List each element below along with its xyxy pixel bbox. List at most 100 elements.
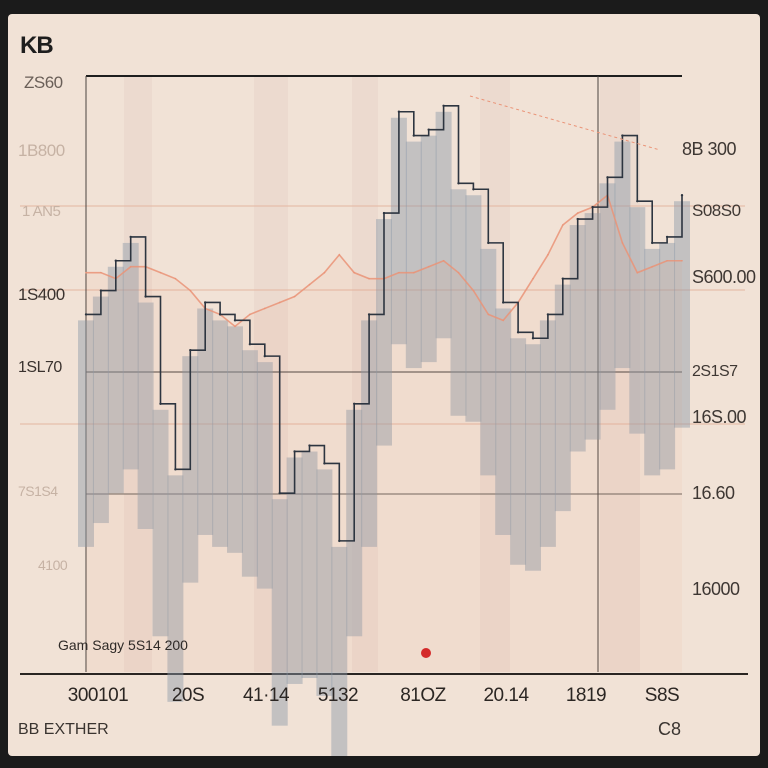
price-shade-column — [92, 296, 109, 524]
background-bands — [124, 76, 640, 672]
ema-point — [249, 313, 251, 316]
price-shade-column — [420, 135, 437, 363]
price-shade-column — [316, 469, 333, 696]
ema-point — [636, 271, 639, 274]
price-point — [606, 176, 609, 179]
ema-point — [562, 224, 564, 226]
y-left-tick: 1B800 — [18, 141, 65, 160]
ema-point — [442, 259, 445, 262]
price-shade-column — [301, 451, 318, 678]
price-point — [502, 301, 505, 304]
price-shade-column — [286, 457, 303, 684]
price-point — [84, 313, 88, 316]
ema-point — [368, 277, 370, 280]
price-point — [636, 199, 639, 203]
price-point — [248, 343, 252, 346]
ema-point — [457, 271, 460, 274]
price-chart — [20, 75, 748, 756]
annotation-text: Gam Sagy 5S14 200 — [58, 637, 188, 653]
price-point — [308, 444, 311, 447]
ema-point — [502, 319, 505, 322]
y-left-tick: 1S400 — [18, 285, 65, 304]
price-point — [144, 295, 147, 298]
background-band — [254, 76, 288, 672]
price-point — [621, 134, 624, 137]
trend-line — [469, 95, 661, 151]
ema-point — [398, 271, 400, 274]
price-shade-column — [197, 308, 214, 535]
ema-point — [278, 301, 281, 304]
ema-point — [621, 242, 624, 244]
price-shade-column — [554, 284, 571, 512]
price-point — [99, 289, 103, 292]
price-point — [338, 539, 341, 543]
ema-area — [86, 195, 682, 672]
price-shade-column — [78, 320, 94, 547]
ema-point — [427, 265, 430, 268]
price-point — [159, 402, 162, 405]
x-tick: 20.14 — [483, 685, 529, 706]
footer-right-label: C8 — [658, 719, 682, 739]
price-shade-column — [510, 338, 527, 565]
price-shade-column — [405, 141, 422, 369]
ema-point — [129, 265, 132, 268]
x-tick: 1819 — [565, 685, 607, 706]
price-point — [233, 319, 237, 322]
price-shade-column — [212, 320, 229, 547]
price-point — [680, 194, 684, 197]
price-shade-column — [525, 344, 541, 571]
chart-card: KB ZS60 1B800 1 AN5 1S400 1SL70 7S1S4 41… — [8, 14, 760, 756]
price-shade-column — [644, 248, 661, 476]
price-shade-column — [659, 242, 676, 470]
y-right-tick: 16S.00 — [692, 407, 747, 427]
price-shade-column — [152, 409, 169, 637]
ema-point — [308, 283, 311, 286]
ema-point — [264, 307, 266, 310]
price-shade-column — [450, 189, 467, 416]
x-tick: 5132 — [317, 685, 359, 706]
ema-point — [353, 271, 356, 274]
ema-point — [532, 277, 534, 280]
price-point — [472, 188, 475, 191]
y-left-tick: 4100 — [38, 557, 68, 573]
y-right-tick: 8B 300 — [682, 139, 737, 159]
background-band — [480, 76, 510, 672]
price-point — [353, 402, 356, 405]
ema-point — [681, 259, 683, 262]
ema-point — [547, 254, 549, 256]
price-point — [531, 337, 535, 340]
price-shade-column — [674, 201, 690, 428]
footer-left-label: BB EXTHER — [18, 721, 109, 738]
price-point — [397, 110, 401, 113]
y-right-tick: S08S0 — [692, 201, 741, 220]
ema-point — [666, 259, 668, 262]
y-right-tick: 16000 — [692, 579, 740, 599]
price-point — [457, 182, 460, 185]
background-band — [352, 76, 378, 672]
chart-title: KB — [20, 32, 54, 59]
price-shade-column — [227, 326, 243, 553]
price-point — [382, 211, 386, 215]
price-point — [665, 235, 669, 239]
price-point — [561, 277, 564, 280]
price-shade-column — [539, 320, 556, 547]
x-tick: S8S — [644, 685, 680, 706]
ema-point — [159, 271, 162, 274]
ema-point — [174, 277, 177, 280]
x-tick: 81OZ — [400, 685, 446, 706]
price-shade-column — [107, 266, 124, 494]
ema-point — [472, 289, 475, 292]
red-marker — [421, 648, 431, 658]
ema-point — [100, 271, 102, 274]
price-shade-column — [167, 475, 184, 702]
ema-point — [189, 289, 192, 292]
ema-point — [323, 271, 326, 274]
ema-point — [487, 313, 490, 316]
y-left-tick: ZS60 — [24, 73, 63, 92]
y-left-tick: 1 AN5 — [22, 203, 61, 220]
price-point — [367, 313, 371, 316]
price-point — [442, 104, 445, 108]
ema-point — [413, 271, 415, 274]
y-right-tick: S600.00 — [692, 267, 756, 287]
ema-point — [338, 254, 341, 256]
